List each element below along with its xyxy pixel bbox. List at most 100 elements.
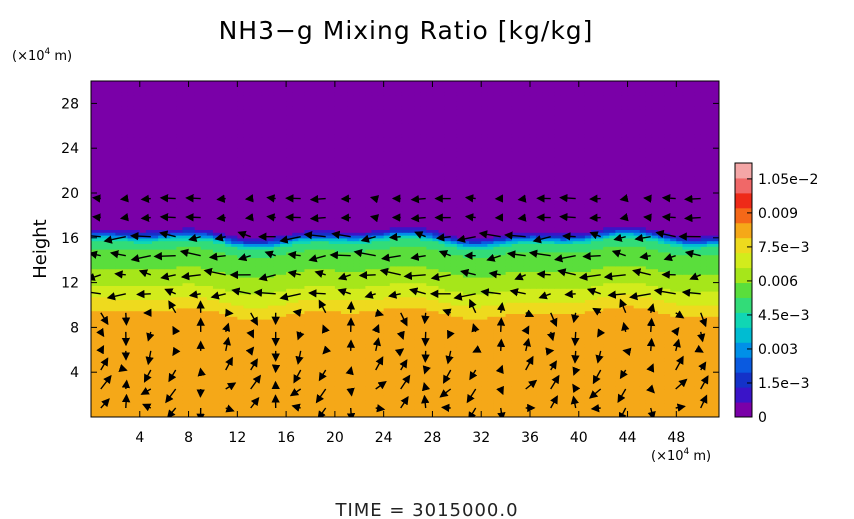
heatmap-cell	[365, 372, 373, 376]
heatmap-cell	[273, 361, 281, 365]
heatmap-cell	[121, 361, 129, 365]
heatmap-cell	[103, 372, 110, 376]
heatmap-cell	[493, 375, 501, 379]
heatmap-cell	[316, 285, 324, 289]
heatmap-cell	[145, 302, 153, 306]
heatmap-cell	[188, 338, 196, 342]
heatmap-cell	[91, 307, 98, 312]
heatmap-cell	[170, 310, 177, 314]
heatmap-cell	[517, 319, 525, 323]
heatmap-cell	[292, 400, 299, 404]
heatmap-cell	[219, 285, 226, 289]
x-unit-prefix: (×10	[651, 449, 684, 464]
heatmap-cell	[206, 372, 214, 376]
heatmap-cell	[706, 305, 714, 309]
heatmap-cell	[127, 352, 135, 356]
heatmap-cell	[456, 319, 464, 323]
heatmap-cell	[115, 383, 123, 387]
heatmap-cell	[700, 288, 708, 292]
heatmap-cell	[633, 335, 641, 340]
heatmap-cell	[706, 352, 714, 356]
heatmap-cell	[383, 321, 391, 326]
heatmap-cell	[328, 408, 336, 412]
heatmap-cell	[231, 414, 238, 417]
heatmap-cell	[493, 302, 501, 306]
heatmap-cell	[529, 282, 537, 286]
heatmap-cell	[139, 299, 147, 303]
heatmap-cell	[188, 403, 196, 407]
heatmap-cell	[133, 358, 141, 362]
heatmap-cell	[505, 285, 513, 289]
heatmap-cell	[310, 279, 318, 284]
heatmap-cell	[115, 324, 123, 328]
heatmap-cell	[212, 389, 220, 393]
heatmap-cell	[243, 372, 251, 376]
heatmap-cell	[91, 386, 98, 390]
heatmap-cell	[609, 383, 616, 387]
heatmap-cell	[627, 335, 635, 340]
heatmap-cell	[487, 400, 495, 404]
heatmap-cell	[432, 330, 440, 334]
heatmap-cell	[133, 389, 141, 393]
heatmap-cell	[334, 369, 342, 373]
heatmap-cell	[633, 321, 641, 326]
heatmap-cell	[109, 403, 116, 407]
heatmap-cell	[578, 403, 586, 407]
heatmap-cell	[688, 347, 696, 351]
heatmap-cell	[365, 324, 373, 328]
heatmap-cell	[377, 352, 385, 356]
heatmap-cell	[395, 358, 403, 362]
heatmap-cell	[700, 414, 708, 417]
heatmap-cell	[109, 349, 116, 354]
heatmap-cell	[511, 397, 519, 401]
heatmap-cell	[261, 307, 269, 312]
heatmap-cell	[700, 330, 708, 334]
heatmap-cell	[438, 347, 446, 351]
heatmap-cell	[286, 327, 293, 331]
y-unit-prefix: (×10	[12, 49, 45, 64]
heatmap-cell	[450, 361, 458, 365]
heatmap-cell	[115, 330, 123, 334]
heatmap-cell	[127, 338, 135, 342]
heatmap-cell	[688, 352, 696, 356]
heatmap-cell	[462, 347, 470, 351]
heatmap-cell	[219, 361, 226, 365]
heatmap-cell	[712, 352, 719, 356]
heatmap-cell	[353, 400, 360, 404]
heatmap-cell	[219, 391, 226, 396]
heatmap-cell	[206, 347, 214, 351]
heatmap-cell	[408, 363, 415, 368]
heatmap-cell	[365, 344, 373, 348]
heatmap-cell	[395, 327, 403, 331]
heatmap-cell	[505, 335, 513, 340]
heatmap-cell	[145, 291, 153, 295]
heatmap-cell	[371, 394, 379, 398]
heatmap-cell	[676, 327, 684, 331]
heatmap-cell	[432, 349, 440, 354]
heatmap-cell	[462, 285, 470, 289]
heatmap-cell	[542, 316, 549, 320]
heatmap-cell	[584, 305, 592, 309]
heatmap-cell	[658, 352, 665, 356]
heatmap-cell	[286, 316, 293, 320]
heatmap-cell	[627, 394, 635, 398]
heatmap-cell	[237, 355, 245, 359]
heatmap-cell	[304, 372, 312, 376]
heatmap-cell	[182, 316, 190, 320]
heatmap-cell	[231, 341, 238, 345]
heatmap-cell	[200, 285, 208, 289]
heatmap-cell	[676, 282, 684, 286]
heatmap-cell	[401, 313, 409, 317]
heatmap-cell	[243, 316, 251, 320]
heatmap-cell	[517, 324, 525, 328]
heatmap-cell	[353, 363, 360, 368]
heatmap-cell	[286, 391, 293, 396]
heatmap-cell	[682, 411, 690, 415]
heatmap-cell	[127, 408, 135, 412]
heatmap-cell	[578, 394, 586, 398]
heatmap-cell	[517, 327, 525, 331]
heatmap-cell	[127, 285, 135, 289]
heatmap-cell	[511, 411, 519, 415]
heatmap-cell	[627, 391, 635, 396]
heatmap-cell	[682, 321, 690, 326]
